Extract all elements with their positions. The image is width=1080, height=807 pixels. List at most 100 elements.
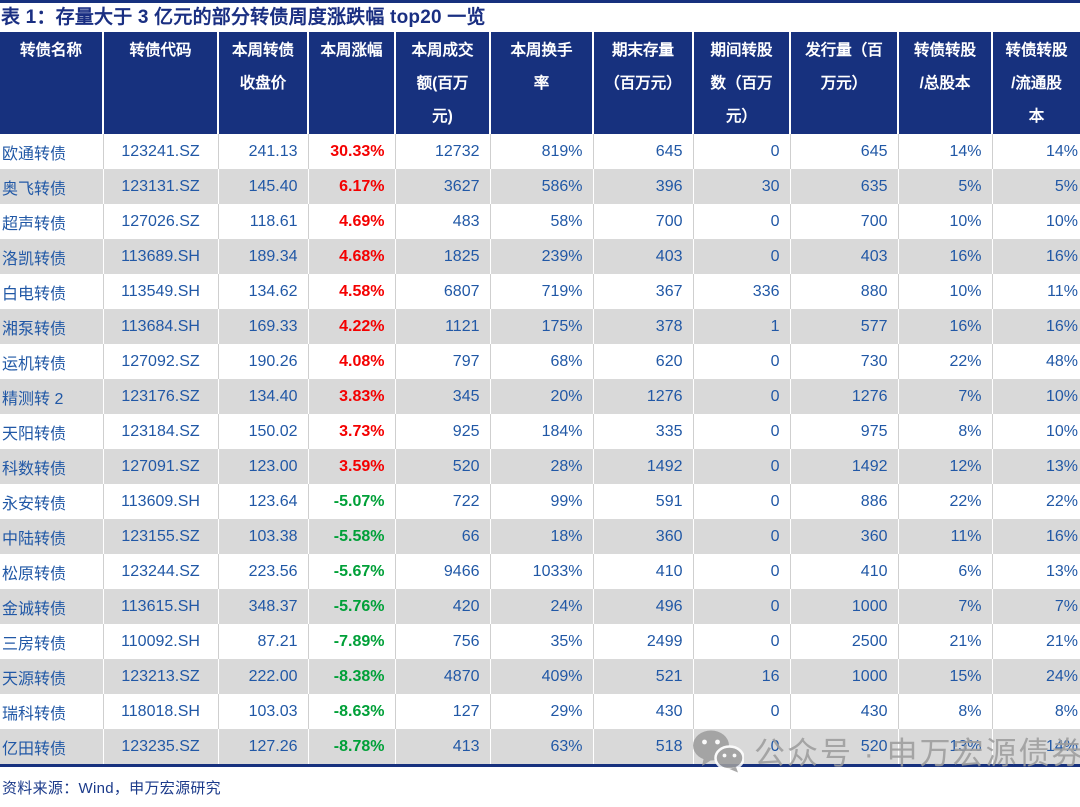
cell-issuance: 635 bbox=[790, 169, 899, 204]
cell-outstanding: 360 bbox=[593, 519, 694, 554]
cell-outstanding: 378 bbox=[593, 309, 694, 344]
cell-conv_float: 10% bbox=[1045, 212, 1078, 230]
cell-converted: 16 bbox=[693, 659, 791, 694]
cell-outstanding: 518 bbox=[593, 729, 694, 764]
cell-name: 湘泵转债 bbox=[0, 309, 104, 344]
cell-volume: 12732 bbox=[395, 134, 491, 169]
cell-converted: 0 bbox=[693, 589, 791, 624]
cell-code: 113549.SH bbox=[103, 274, 219, 309]
cell-conv_float: 13% bbox=[992, 449, 1080, 484]
cell-code: 113609.SH bbox=[103, 484, 219, 519]
cell-converted: 0 bbox=[693, 519, 791, 554]
cell-code: 113684.SH bbox=[103, 309, 219, 344]
cell-outstanding: 335 bbox=[593, 414, 694, 449]
cell-name: 超声转债 bbox=[0, 204, 104, 239]
cell-turnover: 63% bbox=[490, 729, 594, 764]
cell-converted: 0 bbox=[693, 624, 791, 659]
cell-close: 190.26 bbox=[218, 344, 309, 379]
table-row: 天源转债 123213.SZ 222.00 -8.38% 4870 409% 521 16 10… bbox=[0, 659, 1080, 694]
cell-close: 150.02 bbox=[218, 414, 309, 449]
cell-change: 30.33% bbox=[308, 134, 396, 169]
cell-turnover: 819% bbox=[490, 134, 594, 169]
cell-turnover: 68% bbox=[490, 344, 594, 379]
cell-volume: 345 bbox=[395, 379, 491, 414]
cell-volume: 9466 bbox=[395, 554, 491, 589]
cell-issuance: 1492 bbox=[790, 449, 899, 484]
cell-issuance: 700 bbox=[790, 204, 899, 239]
cell-issuance: 2500 bbox=[790, 624, 899, 659]
cell-volume: 420 bbox=[395, 589, 491, 624]
table-row: 三房转债 110092.SH 87.21 -7.89% 756 35% 2499 0 2500 2… bbox=[0, 624, 1080, 659]
cell-change: -8.38% bbox=[308, 659, 396, 694]
source-note: 资料来源：Wind，申万宏源研究 bbox=[2, 780, 221, 797]
cell-change: -5.76% bbox=[308, 589, 396, 624]
cell-turnover: 1033% bbox=[490, 554, 594, 589]
cell-change: 3.73% bbox=[308, 414, 396, 449]
cell-conv_float: 5% bbox=[992, 169, 1080, 204]
cell-volume: 66 bbox=[395, 519, 491, 554]
cell-volume: 797 bbox=[395, 344, 491, 379]
cell-issuance: 410 bbox=[790, 554, 899, 589]
cell-conv_total: 16% bbox=[898, 309, 993, 344]
cell-name: 金诚转债 bbox=[0, 589, 104, 624]
cell-converted: 0 bbox=[693, 694, 791, 729]
cell-close: 145.40 bbox=[218, 169, 309, 204]
cell-conv_total: 22% bbox=[898, 484, 993, 519]
cell-name: 永安转债 bbox=[0, 484, 104, 519]
cell-converted: 0 bbox=[693, 204, 791, 239]
cell-code: 123244.SZ bbox=[103, 554, 219, 589]
cell-converted: 0 bbox=[693, 134, 791, 169]
cell-turnover: 409% bbox=[490, 659, 594, 694]
cell-turnover: 29% bbox=[490, 694, 594, 729]
cell-outstanding: 403 bbox=[593, 239, 694, 274]
cell-code: 127091.SZ bbox=[103, 449, 219, 484]
cell-name: 中陆转债 bbox=[0, 519, 104, 554]
table-row: 永安转债 113609.SH 123.64 -5.07% 722 99% 591 0 886 22… bbox=[0, 484, 1080, 519]
cell-name: 白电转债 bbox=[0, 274, 104, 309]
cell-name: 精测转 2 bbox=[0, 379, 104, 414]
table-row: 运机转债 127092.SZ 190.26 4.08% 797 68% 620 0 730 22%… bbox=[0, 344, 1080, 379]
cell-conv_float: 16% bbox=[992, 309, 1080, 344]
cell-volume: 722 bbox=[395, 484, 491, 519]
cell-change: 3.83% bbox=[308, 379, 396, 414]
cell-close: 189.34 bbox=[218, 239, 309, 274]
cell-change: -7.89% bbox=[308, 624, 396, 659]
cell-change: 4.22% bbox=[308, 309, 396, 344]
cell-volume: 4870 bbox=[395, 659, 491, 694]
cell-turnover: 18% bbox=[490, 519, 594, 554]
cell-turnover: 586% bbox=[490, 169, 594, 204]
cell-conv_float: 10% bbox=[1045, 422, 1078, 440]
cell-outstanding: 410 bbox=[593, 554, 694, 589]
cell-issuance: 1276 bbox=[790, 379, 899, 414]
cell-outstanding: 396 bbox=[593, 169, 694, 204]
cell-conv_total: 22% bbox=[898, 344, 993, 379]
column-header: 转债名称 bbox=[0, 32, 104, 134]
cell-converted: 0 bbox=[693, 449, 791, 484]
cell-outstanding: 620 bbox=[593, 344, 694, 379]
table-row: 亿田转债 123235.SZ 127.26 -8.78% 413 63% 518 0 520 13… bbox=[0, 729, 1080, 764]
cell-close: 103.03 bbox=[218, 694, 309, 729]
cell-turnover: 175% bbox=[490, 309, 594, 344]
column-header: 本周涨幅 bbox=[308, 32, 396, 134]
cell-code: 113689.SH bbox=[103, 239, 219, 274]
cell-conv_total: 12% bbox=[898, 449, 993, 484]
bottom-rule bbox=[0, 764, 1080, 767]
table-row: 洛凯转债 113689.SH 189.34 4.68% 1825 239% 403 0 403 1… bbox=[0, 239, 1080, 274]
cell-name: 天阳转债 bbox=[0, 414, 104, 449]
cell-turnover: 58% bbox=[490, 204, 594, 239]
cell-volume: 483 bbox=[395, 204, 491, 239]
table-row: 科数转债 127091.SZ 123.00 3.59% 520 28% 1492 0 1492 1… bbox=[0, 449, 1080, 484]
cell-name: 天源转债 bbox=[0, 659, 104, 694]
cell-close: 118.61 bbox=[218, 204, 309, 239]
cell-close: 127.26 bbox=[218, 729, 309, 764]
cell-conv_total: 16% bbox=[898, 239, 993, 274]
cell-conv_total: 14% bbox=[898, 134, 993, 169]
cell-close: 222.00 bbox=[218, 659, 309, 694]
cell-close: 169.33 bbox=[218, 309, 309, 344]
cell-close: 123.64 bbox=[218, 484, 309, 519]
cell-converted: 0 bbox=[693, 344, 791, 379]
table-row: 白电转债 113549.SH 134.62 4.58% 6807 719% 367 336 88… bbox=[0, 274, 1080, 309]
cell-conv_total: 7% bbox=[898, 379, 993, 414]
cell-issuance: 577 bbox=[790, 309, 899, 344]
cell-conv_float: 24% bbox=[992, 659, 1080, 694]
